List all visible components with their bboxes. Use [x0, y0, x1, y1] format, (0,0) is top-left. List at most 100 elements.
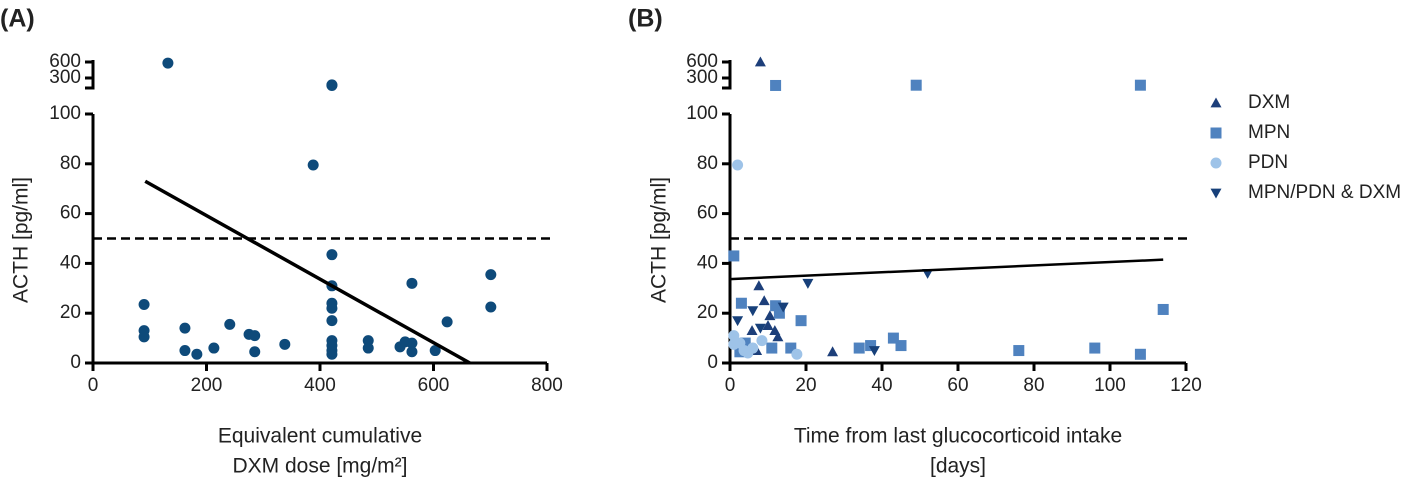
data-point: [747, 342, 759, 354]
legend-marker: [1210, 188, 1222, 199]
data-point: [764, 310, 776, 321]
data-point: [766, 342, 778, 354]
data-point: [732, 316, 744, 327]
y-tick-label: 80: [60, 153, 81, 174]
data-point: [326, 315, 338, 327]
data-point: [802, 278, 814, 289]
x-tick-label: 40: [871, 375, 892, 396]
y-tick-label: 600: [49, 51, 81, 72]
data-point: [406, 277, 418, 289]
legend-label: DXM: [1248, 92, 1290, 113]
y-tick-label: 40: [697, 252, 718, 273]
x-tick-label: 400: [304, 375, 336, 396]
data-point: [326, 249, 338, 261]
data-point: [728, 250, 740, 262]
data-point: [179, 322, 191, 334]
data-point: [887, 332, 899, 344]
data-point: [762, 320, 774, 331]
y-tick-label: 20: [697, 302, 718, 323]
data-point: [138, 298, 150, 310]
legend-marker: [1210, 97, 1222, 108]
y-tick-label: 100: [49, 103, 81, 124]
y-tick-label: 600: [686, 51, 718, 72]
data-point: [777, 302, 789, 313]
data-point: [910, 79, 922, 91]
x-axis-label: [days]: [930, 455, 986, 478]
x-tick-label: 0: [88, 375, 99, 396]
data-point: [747, 306, 759, 317]
y-tick-label: 80: [697, 153, 718, 174]
data-point: [853, 342, 865, 354]
data-point: [732, 159, 744, 171]
x-tick-label: 200: [191, 375, 223, 396]
data-point: [208, 342, 220, 354]
data-point: [746, 325, 758, 336]
x-tick-label: 100: [1094, 375, 1126, 396]
x-axis-label: Time from last glucocorticoid intake: [794, 425, 1122, 448]
x-tick-label: 120: [1170, 375, 1202, 396]
panel-label: (B): [628, 5, 663, 33]
x-tick-label: 20: [795, 375, 816, 396]
data-point: [1089, 342, 1101, 354]
trend-line: [729, 258, 1164, 281]
y-tick-label: 0: [70, 352, 81, 373]
data-point: [773, 307, 785, 319]
data-point: [827, 346, 839, 357]
data-point: [1134, 348, 1146, 360]
data-point: [770, 300, 782, 312]
legend-marker: [1210, 157, 1222, 169]
data-point: [728, 330, 740, 342]
data-point: [429, 345, 441, 357]
y-tick-label: 0: [707, 352, 718, 373]
data-point: [754, 56, 766, 67]
data-point: [406, 346, 418, 358]
x-tick-label: 60: [947, 375, 968, 396]
data-point: [791, 348, 803, 360]
data-point: [738, 345, 750, 357]
data-point: [191, 348, 203, 360]
x-axis-label: Equivalent cumulative: [218, 425, 422, 448]
data-point: [326, 302, 338, 314]
data-point: [485, 269, 497, 281]
x-axis-label: DXM dose [mg/m²]: [232, 455, 407, 478]
data-point: [362, 342, 374, 354]
panel-label: (A): [0, 5, 35, 33]
y-tick-label: 60: [697, 203, 718, 224]
data-point: [279, 338, 291, 350]
y-tick-label: 40: [60, 252, 81, 273]
legend-label: PDN: [1248, 152, 1288, 173]
y-tick-label: 60: [60, 203, 81, 224]
y-axis-label: ACTH [pg/ml]: [648, 177, 671, 303]
data-point: [756, 335, 768, 347]
y-tick-label: 300: [686, 67, 718, 88]
data-point: [754, 323, 766, 334]
data-point: [485, 301, 497, 313]
data-point: [865, 340, 877, 352]
data-point: [138, 331, 150, 343]
y-tick-label: 20: [60, 302, 81, 323]
data-point: [795, 315, 807, 327]
y-tick-label: 300: [49, 67, 81, 88]
data-point: [770, 79, 782, 91]
data-point: [868, 346, 880, 357]
data-point: [307, 159, 319, 171]
data-point: [735, 297, 747, 309]
data-point: [895, 340, 907, 352]
y-axis-label: ACTH [pg/ml]: [10, 177, 33, 303]
data-point: [326, 79, 338, 91]
data-point: [753, 280, 765, 291]
data-point: [179, 345, 191, 357]
data-point: [1157, 303, 1169, 315]
data-point: [326, 348, 338, 360]
data-point: [785, 342, 797, 354]
data-point: [441, 316, 453, 328]
data-point: [249, 346, 261, 358]
data-point: [772, 331, 784, 342]
y-tick-label: 100: [686, 103, 718, 124]
legend-label: MPN: [1248, 122, 1290, 143]
data-point: [758, 295, 770, 306]
data-point: [1013, 345, 1025, 357]
data-point: [224, 318, 236, 330]
x-tick-label: 600: [418, 375, 450, 396]
